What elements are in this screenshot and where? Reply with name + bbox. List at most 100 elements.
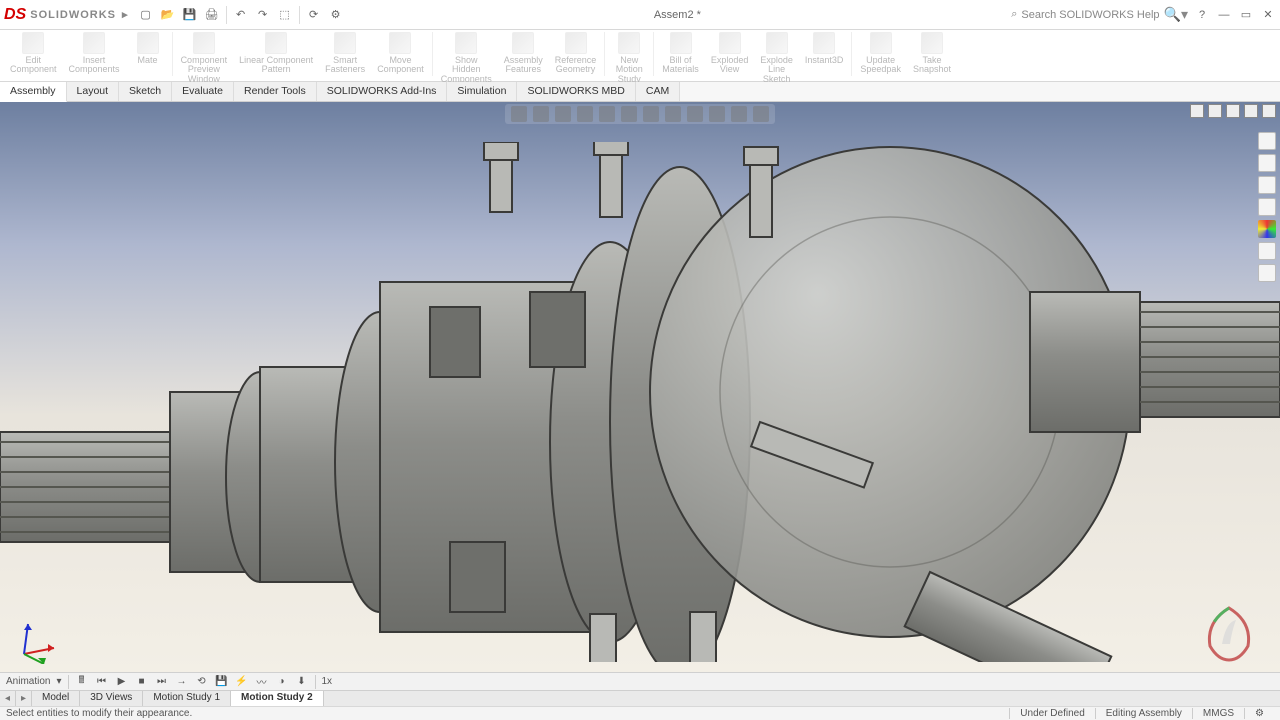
tab-assembly[interactable]: Assembly <box>0 82 67 102</box>
taskpane-decals-icon[interactable] <box>1258 242 1276 260</box>
show-hidden-components-button[interactable]: ShowHiddenComponents <box>437 32 496 84</box>
tab-scroll-right[interactable]: ▸ <box>16 691 32 706</box>
exploded-view-button[interactable]: ExplodedView <box>707 32 753 75</box>
tab-layout[interactable]: Layout <box>67 82 120 101</box>
motion-gravity-button[interactable]: ⬇ <box>295 675 309 689</box>
motion-calc-button[interactable]: 🖩 <box>75 675 89 689</box>
bottom-tab-motion-study-2[interactable]: Motion Study 2 <box>231 691 324 706</box>
new-motion-study-button[interactable]: NewMotionStudy <box>609 32 649 84</box>
tab-solidworks-addins[interactable]: SOLIDWORKS Add-Ins <box>317 82 448 101</box>
motion-loop-button[interactable]: ⟲ <box>195 675 209 689</box>
headsup-tool-7[interactable] <box>665 106 681 122</box>
status-custom-icon[interactable]: ⚙ <box>1244 708 1274 719</box>
component-preview-window-button[interactable]: ComponentPreviewWindow <box>177 32 232 84</box>
status-units[interactable]: MMGS <box>1192 708 1244 719</box>
bottom-tab-motion-study-1[interactable]: Motion Study 1 <box>143 691 231 706</box>
reference-geometry-button[interactable]: ReferenceGeometry <box>551 32 601 75</box>
graphics-viewport[interactable] <box>0 102 1280 672</box>
edit-component-button[interactable]: EditComponent <box>6 32 61 75</box>
taskpane-appearance-icon[interactable] <box>1258 220 1276 238</box>
command-ribbon: EditComponentInsertComponentsMate Compone… <box>0 30 1280 82</box>
taskpane-settings-icon[interactable] <box>1258 264 1276 282</box>
motion-motor-button[interactable]: ⚡ <box>235 675 249 689</box>
title-bar-right: ⌕ Search SOLIDWORKS Help 🔍▾ ? — ▭ ✕ <box>1011 6 1276 23</box>
new-button[interactable]: ▢ <box>138 7 154 23</box>
doc-maximize-icon[interactable] <box>1244 104 1258 118</box>
mate-button[interactable]: Mate <box>128 32 168 65</box>
doc-minimize-icon[interactable] <box>1226 104 1240 118</box>
maximize-button[interactable]: ▭ <box>1238 7 1254 23</box>
motion-stop-button[interactable]: ■ <box>135 675 149 689</box>
linear-component-pattern-button[interactable]: Linear ComponentPattern <box>235 32 317 75</box>
tab-scroll-left[interactable]: ◂ <box>0 691 16 706</box>
insert-components-button[interactable]: InsertComponents <box>65 32 124 75</box>
instant3d-button[interactable]: Instant3D <box>801 32 848 65</box>
motion-play-button[interactable]: ▶ <box>115 675 129 689</box>
qat-expand-icon[interactable]: ▸ <box>122 8 128 21</box>
take-snapshot-icon <box>921 32 943 54</box>
save-button[interactable]: 💾 <box>182 7 198 23</box>
bottom-tab-model[interactable]: Model <box>32 691 80 706</box>
search-dropdown-icon[interactable]: 🔍▾ <box>1164 6 1188 23</box>
tab-render-tools[interactable]: Render Tools <box>234 82 317 101</box>
doc-collapse-icon[interactable] <box>1190 104 1204 118</box>
help-icon[interactable]: ? <box>1194 7 1210 23</box>
playback-speed[interactable]: 1x <box>322 676 333 687</box>
component-preview-window-icon <box>193 32 215 54</box>
open-button[interactable]: 📂 <box>160 7 176 23</box>
headsup-tool-0[interactable] <box>511 106 527 122</box>
headsup-tool-5[interactable] <box>621 106 637 122</box>
move-component-label: MoveComponent <box>377 56 424 75</box>
motion-playback-normal-button[interactable]: → <box>175 675 189 689</box>
assembly-features-button[interactable]: AssemblyFeatures <box>500 32 547 75</box>
taskpane-view-icon[interactable] <box>1258 154 1276 172</box>
headsup-tool-10[interactable] <box>731 106 747 122</box>
undo-button[interactable]: ↶ <box>233 7 249 23</box>
command-manager-tabs: AssemblyLayoutSketchEvaluateRender Tools… <box>0 82 1280 102</box>
options-button[interactable]: ⚙ <box>328 7 344 23</box>
help-search[interactable]: ⌕ Search SOLIDWORKS Help 🔍▾ <box>1011 6 1188 23</box>
tab-cam[interactable]: CAM <box>636 82 680 101</box>
tab-evaluate[interactable]: Evaluate <box>172 82 234 101</box>
doc-restore-icon[interactable] <box>1208 104 1222 118</box>
explode-line-sketch-button[interactable]: ExplodeLineSketch <box>756 32 797 84</box>
motion-type-dropdown-icon[interactable]: ▾ <box>56 676 61 687</box>
bill-of-materials-button[interactable]: Bill ofMaterials <box>658 32 703 75</box>
redo-button[interactable]: ↷ <box>255 7 271 23</box>
taskpane-home-icon[interactable] <box>1258 132 1276 150</box>
bottom-tab-3d-views[interactable]: 3D Views <box>80 691 143 706</box>
motion-spring-button[interactable]: 〰 <box>255 675 269 689</box>
model-render <box>0 142 1280 662</box>
taskpane-scene-icon[interactable] <box>1258 198 1276 216</box>
headsup-tool-11[interactable] <box>753 106 769 122</box>
motion-type-label[interactable]: Animation <box>6 676 50 687</box>
headsup-tool-8[interactable] <box>687 106 703 122</box>
headsup-tool-1[interactable] <box>533 106 549 122</box>
update-speedpak-button[interactable]: UpdateSpeedpak <box>856 32 905 75</box>
smart-fasteners-button[interactable]: SmartFasteners <box>321 32 369 75</box>
tab-simulation[interactable]: Simulation <box>447 82 517 101</box>
taskpane-display-icon[interactable] <box>1258 176 1276 194</box>
minimize-button[interactable]: — <box>1216 7 1232 23</box>
orientation-triad[interactable] <box>14 618 60 664</box>
headsup-tool-6[interactable] <box>643 106 659 122</box>
headsup-tool-4[interactable] <box>599 106 615 122</box>
headsup-tool-9[interactable] <box>709 106 725 122</box>
move-component-button[interactable]: MoveComponent <box>373 32 428 75</box>
doc-close-icon[interactable] <box>1262 104 1276 118</box>
rebuild-button[interactable]: ⟳ <box>306 7 322 23</box>
close-button[interactable]: ✕ <box>1260 7 1276 23</box>
headsup-tool-3[interactable] <box>577 106 593 122</box>
motion-contact-button[interactable]: ◑ <box>275 675 289 689</box>
select-button[interactable]: ⬚ <box>277 7 293 23</box>
tab-sketch[interactable]: Sketch <box>119 82 172 101</box>
motion-to-end-button[interactable]: ⏭ <box>155 675 169 689</box>
tab-solidworks-mbd[interactable]: SOLIDWORKS MBD <box>517 82 635 101</box>
headsup-tool-2[interactable] <box>555 106 571 122</box>
component-preview-window-label: ComponentPreviewWindow <box>181 56 228 84</box>
print-button[interactable]: 🖨 <box>204 7 220 23</box>
take-snapshot-button[interactable]: TakeSnapshot <box>909 32 955 75</box>
motion-save-anim-button[interactable]: 💾 <box>215 675 229 689</box>
motion-to-start-button[interactable]: ⏮ <box>95 675 109 689</box>
mate-icon <box>137 32 159 54</box>
